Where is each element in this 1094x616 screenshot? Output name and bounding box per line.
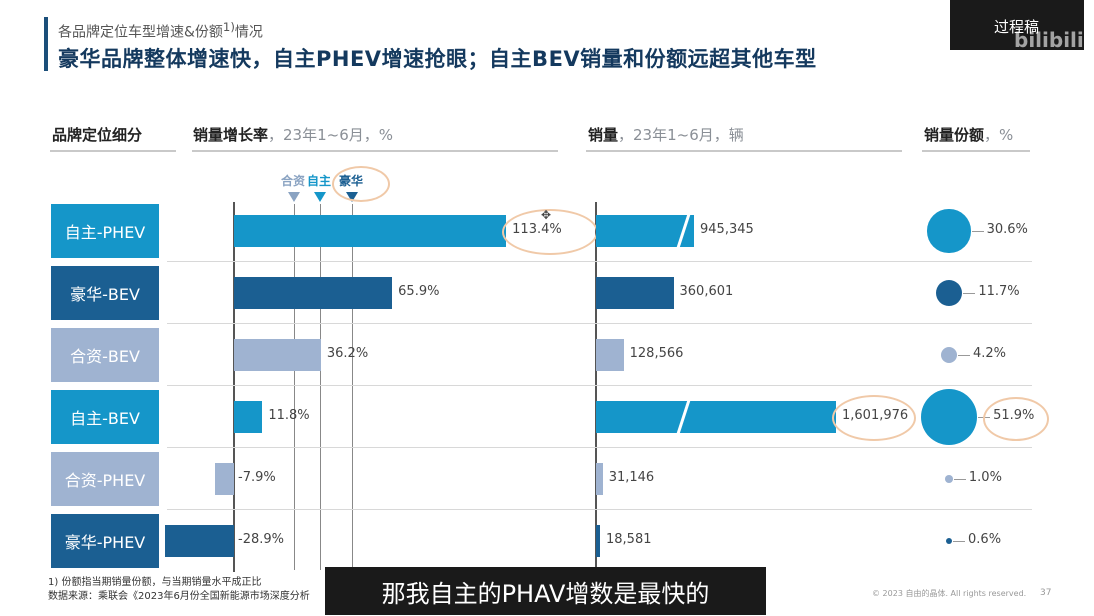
badge-draft-label: 过程稿: [994, 18, 1040, 36]
growth-value-label-4: 11.8%: [268, 408, 310, 423]
volume-header-label: 销量: [588, 126, 619, 144]
growth-zero-axis: [233, 202, 235, 572]
share-column-header: 销量份额，%: [924, 124, 1013, 145]
volume-value-label-5: 31,146: [608, 470, 655, 485]
growth-value-label-6: -28.9%: [238, 532, 284, 547]
share-header-label: 销量份额: [924, 126, 985, 144]
volume-bar-6: [596, 525, 600, 557]
video-watermark-badge: 过程稿 bilibili: [950, 0, 1084, 52]
volume-highlight-circle: [832, 395, 916, 441]
bilibili-logo: bilibili: [1014, 28, 1084, 52]
share-bubble-1: [927, 209, 971, 253]
growth-header-label: 销量增长率: [193, 126, 269, 144]
volume-bar-4: [596, 401, 836, 433]
volume-zero-axis: [595, 202, 597, 572]
share-bubble-2: [935, 279, 963, 307]
row-label-2: 豪华-BEV: [51, 266, 159, 320]
share-bubble-6: [945, 537, 952, 544]
row-separator-4: [167, 447, 1032, 448]
volume-bar-2: [596, 277, 674, 309]
supertitle-text: 各品牌定位车型增速&份额: [58, 24, 223, 41]
share-leader-3: [957, 355, 970, 356]
share-bubble-3: [941, 347, 957, 363]
row-separator-2: [167, 323, 1032, 324]
share-bubble-5: [945, 475, 953, 483]
volume-value-label-2: 360,601: [679, 284, 734, 299]
volume-value-label-3: 128,566: [629, 346, 684, 361]
volume-bar-3: [596, 339, 624, 371]
share-header-unit: ，%: [984, 126, 1014, 144]
supertitle-tail: 情况: [234, 24, 263, 41]
benchmark-line-3: [352, 204, 353, 570]
benchmark-label-2: 自主: [307, 174, 332, 188]
volume-column-header: 销量，23年1~6月，辆: [588, 124, 744, 145]
growth-bar-6: [164, 525, 234, 557]
share-header-rule: [922, 150, 1030, 152]
title-accent-bar: [44, 17, 48, 71]
growth-header-unit: ，23年1~6月，%: [268, 126, 394, 144]
share-value-label-3: 4.2%: [972, 346, 1007, 361]
row-label-5: 合资-PHEV: [51, 452, 159, 506]
volume-bar-5: [596, 463, 603, 495]
mouse-cursor-icon: ✥: [541, 208, 552, 222]
row-label-4: 自主-BEV: [51, 390, 159, 444]
page-number: 37: [1040, 588, 1052, 598]
growth-bar-2: [234, 277, 393, 309]
growth-header-rule: [192, 150, 558, 152]
share-value-label-6: 0.6%: [968, 532, 1002, 547]
growth-value-label-2: 65.9%: [398, 284, 440, 299]
share-leader-2: [963, 293, 976, 294]
video-subtitle: 那我自主的PHAV增数是最快的: [325, 567, 766, 615]
growth-value-label-3: 36.2%: [326, 346, 369, 361]
benchmark-line-2: [320, 204, 321, 570]
share-highlight-circle: [983, 397, 1050, 441]
growth-bar-5: [215, 463, 234, 495]
supertitle-footnote-mark: 1): [222, 20, 235, 34]
row-separator-3: [167, 385, 1032, 386]
row-label-3: 合资-BEV: [51, 328, 159, 382]
share-bubble-4: [920, 388, 978, 446]
row-label-6: 豪华-PHEV: [51, 514, 159, 568]
growth-bar-3: [234, 339, 321, 371]
slide-title: 豪华品牌整体增速快，自主PHEV增速抢眼；自主BEV销量和份额远超其他车型: [58, 47, 817, 71]
share-leader-5: [953, 479, 966, 480]
row-separator-5: [167, 509, 1032, 510]
share-leader-1: [971, 231, 984, 232]
growth-value-label-5: -7.9%: [238, 470, 276, 485]
volume-header-unit: ，23年1~6月，辆: [618, 126, 744, 144]
growth-column-header: 销量增长率，23年1~6月，%: [193, 124, 393, 145]
segment-column-header: 品牌定位细分: [52, 126, 143, 144]
segment-header-rule: [50, 150, 176, 152]
benchmark-triangle-icon-1: [288, 192, 300, 202]
benchmark-highlight-circle: [332, 166, 390, 202]
footnote-share: 1) 份额指当期销量份额，与当期销量水平成正比: [48, 577, 262, 588]
growth-bar-1: [234, 215, 507, 247]
benchmark-triangle-icon-2: [314, 192, 326, 202]
benchmark-label-1: 合资: [281, 174, 306, 188]
share-leader-6: [953, 541, 966, 542]
row-label-1: 自主-PHEV: [51, 204, 159, 258]
benchmark-line-1: [294, 204, 295, 570]
slide-supertitle: 各品牌定位车型增速&份额1)情况: [58, 20, 263, 42]
volume-header-rule: [586, 150, 902, 152]
share-value-label-2: 11.7%: [978, 284, 1020, 299]
copyright-text: © 2023 自由的晶体. All rights reserved.: [872, 589, 1027, 598]
volume-value-label-1: 945,345: [700, 222, 754, 237]
share-value-label-1: 30.6%: [986, 222, 1028, 237]
share-value-label-5: 1.0%: [968, 470, 1002, 485]
volume-value-label-6: 18,581: [606, 532, 652, 547]
growth-bar-4: [234, 401, 263, 433]
row-separator-1: [167, 261, 1032, 262]
footnote-source: 数据来源：乘联会《2023年6月份全国新能源市场深度分析: [48, 591, 310, 602]
